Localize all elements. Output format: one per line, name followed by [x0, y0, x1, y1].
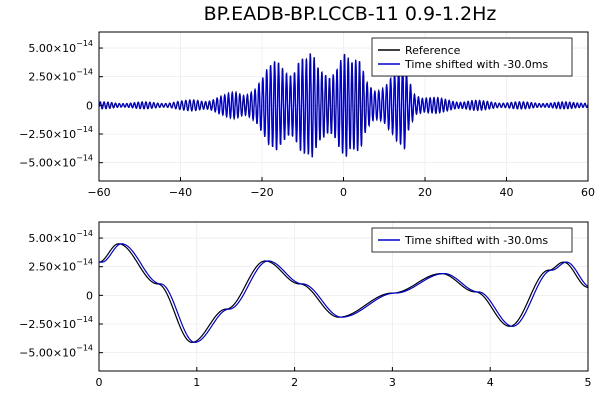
y-tick-label: −2.50×10−14	[19, 125, 93, 141]
y-tick-label: −5.00×10−14	[19, 154, 93, 170]
x-tick-label: 0	[340, 186, 347, 199]
y-tick-label: −5.00×10−14	[19, 344, 93, 360]
x-tick-label: 4	[487, 376, 494, 389]
x-tick-label: 3	[389, 376, 396, 389]
x-tick-label: 5	[585, 376, 592, 389]
x-tick-label: −40	[169, 186, 192, 199]
x-tick-label: −60	[87, 186, 110, 199]
legend-label: Time shifted with -30.0ms	[404, 234, 548, 247]
legend-box	[371, 227, 573, 253]
x-tick-label: 0	[96, 376, 103, 389]
top-plot: −60 −40 −20 0 20 40 60 5.00×10−14 2.50×10−14 0 −2.…	[19, 31, 595, 199]
series-line-time-shifted	[99, 53, 588, 158]
y-tick-label: 5.00×10−14	[28, 229, 93, 245]
x-tick-label: 2	[291, 376, 298, 389]
series-line-time-shifted	[99, 243, 588, 343]
x-tick-label: 40	[500, 186, 514, 199]
y-tick-label: −2.50×10−14	[19, 315, 93, 331]
y-tick-label: 0	[86, 289, 93, 302]
legend-box	[371, 37, 573, 77]
legend: Time shifted with -30.0ms	[371, 227, 573, 253]
x-tick-label: 1	[193, 376, 200, 389]
x-tick-label: −20	[250, 186, 273, 199]
legend-label: Reference	[405, 44, 461, 57]
chart-title: BP.EADB-BP.LCCB-11 0.9-1.2Hz	[204, 3, 497, 25]
y-tick-label: 5.00×10−14	[28, 39, 93, 55]
legend-label: Time shifted with -30.0ms	[404, 58, 548, 71]
bottom-plot: 0 1 2 3 4 5 5.00×10−14 2.50×10−14 0 −2.50×10−14 −5…	[19, 221, 592, 389]
plot-frame	[98, 221, 589, 372]
x-tick-label: 20	[418, 186, 432, 199]
y-tick-label: 0	[86, 99, 93, 112]
y-tick-label: 2.50×10−14	[28, 68, 93, 84]
y-tick-label: 2.50×10−14	[28, 258, 93, 274]
x-tick-label: 60	[581, 186, 595, 199]
